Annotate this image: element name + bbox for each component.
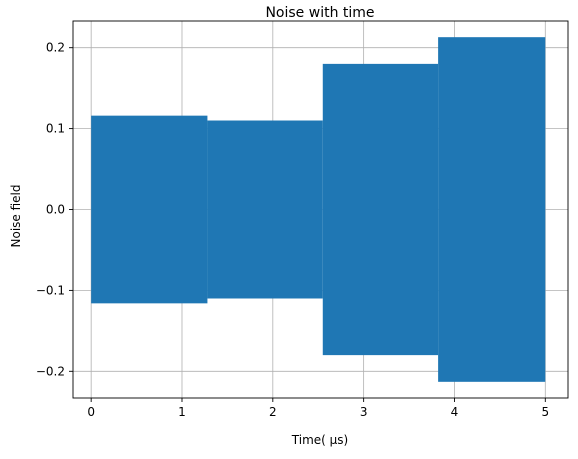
y-tick-label: 0.2	[46, 41, 65, 55]
y-tick-label: −0.1	[36, 283, 65, 297]
chart-title: Noise with time	[265, 5, 374, 21]
noise-segment	[322, 63, 439, 356]
x-tick-label: 4	[451, 405, 459, 419]
y-tick-label: −0.2	[36, 364, 65, 378]
x-tick-label: 5	[541, 405, 549, 419]
x-axis-ticks: 0 1 2 3 4 5	[87, 398, 549, 419]
y-axis-label: Noise field	[9, 185, 23, 248]
noise-series	[91, 37, 546, 382]
noise-segment	[207, 120, 323, 299]
x-tick-label: 1	[178, 405, 186, 419]
x-axis-label: Time( μs)	[291, 433, 348, 447]
y-axis-ticks: −0.2 −0.1 0.0 0.1 0.2	[36, 41, 73, 378]
noise-segment	[438, 37, 546, 382]
y-tick-label: 0.0	[46, 203, 65, 217]
x-tick-label: 0	[87, 405, 95, 419]
x-tick-label: 2	[269, 405, 277, 419]
noise-segment	[91, 115, 208, 304]
x-tick-label: 3	[360, 405, 368, 419]
y-tick-label: 0.1	[46, 122, 65, 136]
